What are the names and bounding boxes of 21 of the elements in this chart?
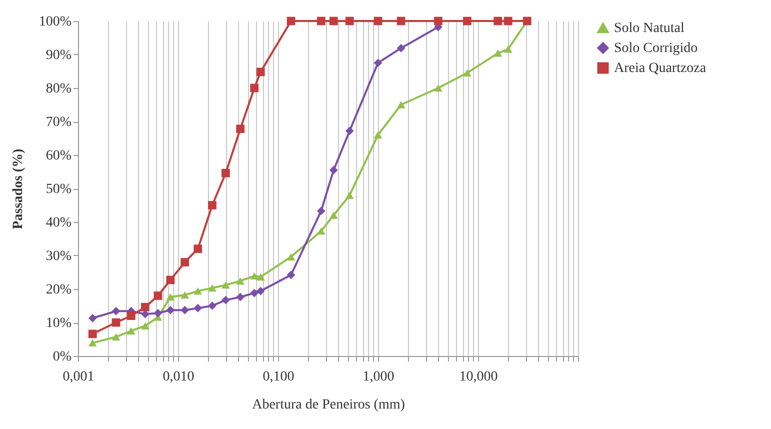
y-tick-label: 50% (46, 182, 72, 197)
y-tick-label: 70% (46, 115, 72, 130)
legend-label: Solo Corrigido (614, 41, 698, 56)
x-tick-label: 0,001 (62, 370, 94, 384)
y-tick-label: 40% (46, 216, 72, 230)
y-axis-title: Passados (%) (10, 148, 26, 230)
x-tick-label: 10,000 (459, 370, 498, 384)
x-tick-label: 0,100 (262, 370, 294, 384)
y-tick-label: 80% (46, 82, 72, 96)
x-tick-label: 1,000 (362, 370, 394, 384)
y-tick-label: 30% (46, 249, 72, 264)
x-tick-label: 0,010 (162, 370, 194, 384)
y-tick-label: 0% (52, 350, 72, 364)
legend-label: Solo Natutal (614, 21, 684, 36)
y-tick-label: 90% (46, 48, 72, 63)
y-tick-label: 10% (46, 316, 72, 331)
y-tick-label: 20% (46, 282, 72, 298)
y-tick-label: 100% (38, 14, 72, 30)
x-axis-title: Abertura de Peneiros (mm) (252, 398, 406, 412)
y-tick-label: 60% (46, 148, 72, 164)
legend-label: Areia Quartzoza (614, 61, 707, 76)
